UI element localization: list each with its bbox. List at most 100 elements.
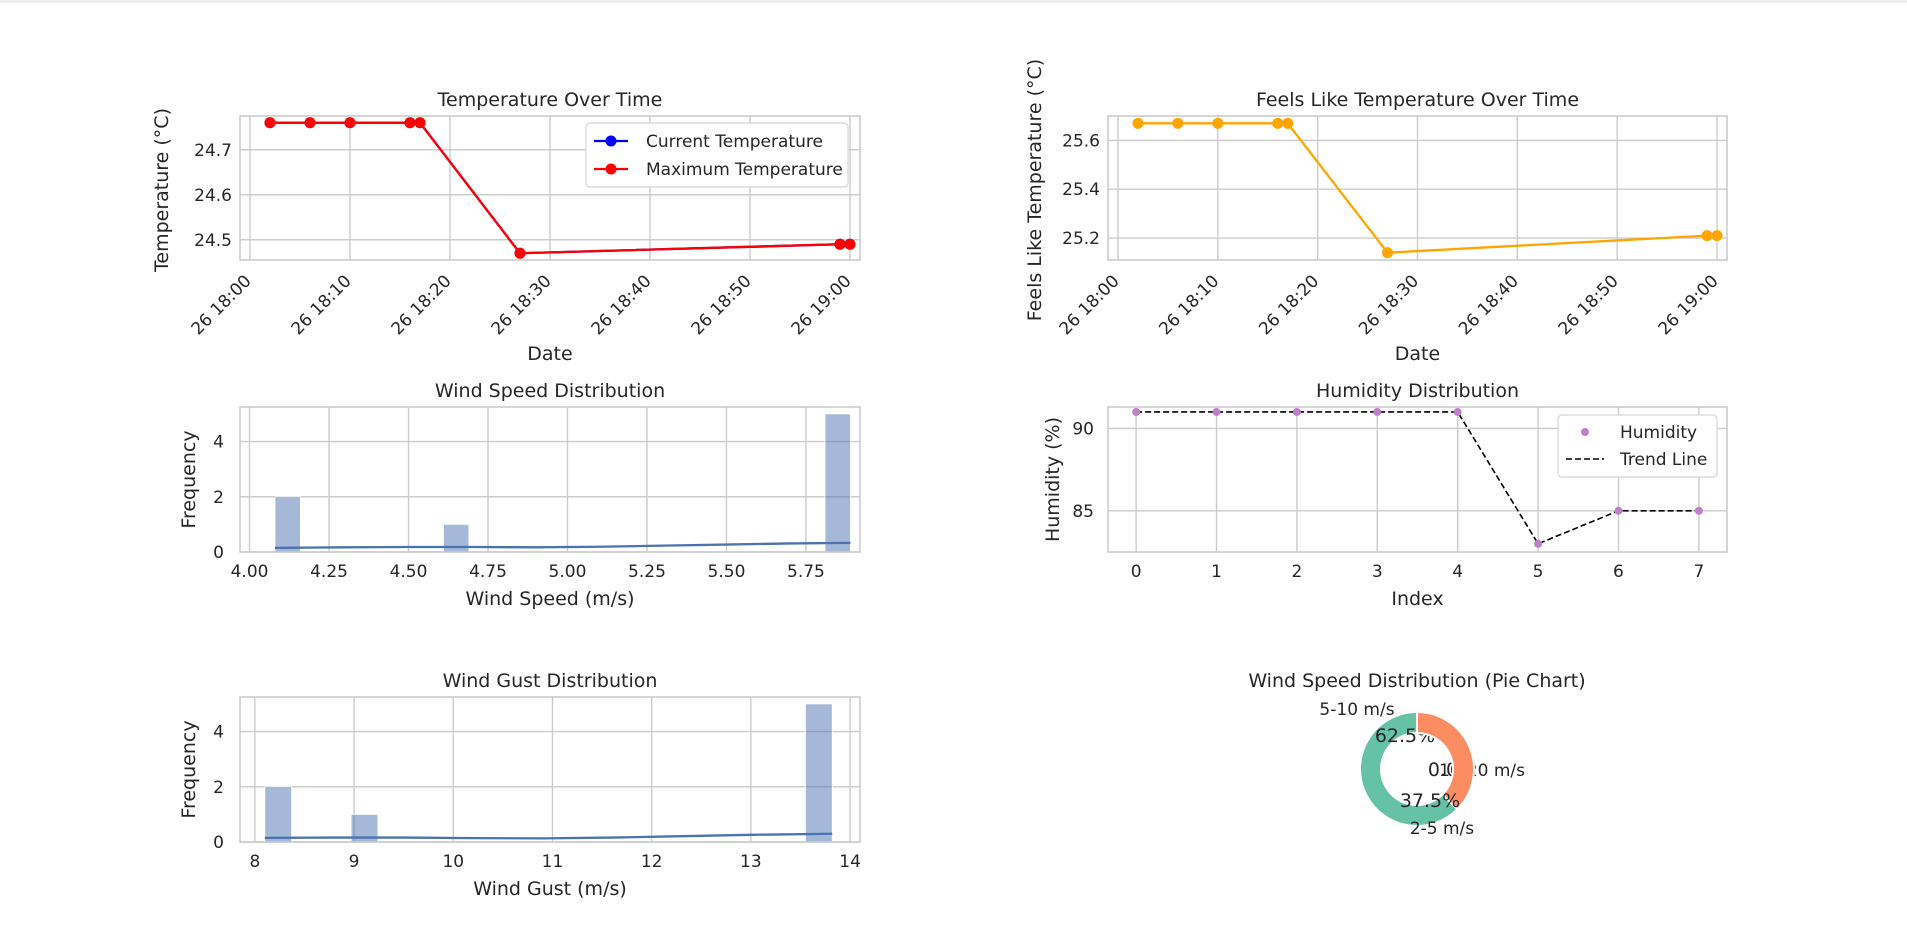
temp-chart-legend-marker	[605, 135, 617, 147]
feels-chart-xlabel: Date	[1395, 343, 1440, 365]
temp-chart-data-point	[834, 238, 846, 250]
wind-speed-hist-plot-border	[239, 406, 861, 553]
temp-chart-data-point	[844, 238, 856, 250]
wind-speed-hist-xtick-label: 4.00	[231, 562, 269, 582]
humidity-chart-data-point	[1453, 407, 1462, 416]
wind-gust-hist-xtick-label: 13	[740, 852, 762, 872]
humidity-chart-xtick-label: 0	[1131, 562, 1142, 582]
wind-speed-hist-ytick-label: 0	[213, 543, 224, 563]
temp-chart-data-point	[344, 117, 356, 129]
humidity-chart-legend-marker	[1581, 428, 1589, 436]
feels-chart-xtick-label: 26 18:50	[1555, 271, 1623, 339]
wind-gust-hist-ytick-label: 2	[213, 778, 224, 798]
wind-gust-hist-xtick-label: 8	[249, 852, 260, 872]
temp-chart-legend-label: Maximum Temperature	[646, 160, 843, 180]
temp-chart-xtick-label: 26 18:30	[488, 271, 556, 339]
feels-chart-ytick-label: 25.2	[1062, 229, 1100, 249]
humidity-chart-xtick-label: 4	[1452, 562, 1463, 582]
humidity-chart-xtick-label: 2	[1292, 562, 1303, 582]
humidity-chart-data-point	[1292, 407, 1301, 416]
feels-chart-data-point	[1711, 230, 1723, 242]
feels-chart-data-point	[1282, 117, 1294, 129]
humidity-chart-data-point	[1373, 407, 1382, 416]
temp-chart-xtick-label: 26 19:00	[788, 271, 856, 339]
feels-chart-data-point	[1272, 117, 1284, 129]
wind-gust-hist-xlabel: Wind Gust (m/s)	[473, 878, 627, 900]
wind-speed-hist-xtick-label: 4.50	[390, 562, 428, 582]
temp-chart-title: Temperature Over Time	[437, 89, 663, 111]
temp-chart-xlabel: Date	[527, 343, 572, 365]
temp-chart-xtick-label: 26 18:40	[588, 271, 656, 339]
wind-gust-hist-kde-line	[264, 832, 833, 840]
humidity-chart-legend-label: Humidity	[1620, 423, 1697, 443]
feels-chart-data-point	[1701, 230, 1713, 242]
wind-pie-slice-label: 2-5 m/s	[1410, 819, 1474, 839]
humidity-chart-xtick-label: 6	[1613, 562, 1624, 582]
humidity-chart-xtick-label: 1	[1211, 562, 1222, 582]
wind-pie-title: Wind Speed Distribution (Pie Chart)	[1248, 670, 1585, 692]
temp-chart-legend-marker	[605, 163, 617, 175]
page-top-rule	[0, 0, 1907, 3]
temp-chart-data-point	[264, 117, 276, 129]
humidity-chart-ylabel: Humidity (%)	[1042, 417, 1064, 542]
feels-chart-data-point	[1172, 117, 1184, 129]
wind-gust-hist-ylabel: Frequency	[178, 720, 200, 818]
humidity-chart-xtick-label: 3	[1372, 562, 1383, 582]
feels-chart-data-point	[1382, 247, 1394, 259]
humidity-chart-ytick-label: 85	[1072, 502, 1094, 522]
wind-speed-hist-ylabel: Frequency	[178, 430, 200, 528]
humidity-chart-legend	[1557, 414, 1718, 478]
wind-gust-hist-xtick-label: 9	[349, 852, 360, 872]
humidity-chart-trend-line	[1136, 411, 1699, 545]
wind-speed-hist-xtick-label: 4.25	[310, 562, 348, 582]
wind-gust-hist-plot-border	[239, 696, 861, 843]
humidity-chart-data-point	[1132, 407, 1141, 416]
wind-speed-hist-bar	[274, 496, 301, 553]
wind-speed-hist-xlabel: Wind Speed (m/s)	[465, 588, 634, 610]
temp-chart-xtick-label: 26 18:00	[188, 271, 256, 339]
temp-chart-ytick-label: 24.5	[194, 231, 232, 251]
temp-chart-legend	[585, 122, 849, 188]
humidity-chart-plot-border	[1107, 406, 1728, 553]
humidity-chart-ytick-label: 90	[1072, 419, 1094, 439]
humidity-chart-data-point	[1212, 407, 1221, 416]
feels-chart-ytick-label: 25.6	[1062, 131, 1100, 151]
wind-gust-hist-ytick-label: 0	[213, 833, 224, 853]
feels-chart-xtick-label: 26 18:30	[1355, 271, 1423, 339]
temp-chart-legend-label: Current Temperature	[646, 132, 823, 152]
feels-chart-plot-border	[1107, 115, 1728, 261]
wind-gust-hist-plot-bg	[240, 697, 860, 842]
wind-gust-hist-xtick-label: 14	[839, 852, 861, 872]
temp-chart-data-point	[514, 247, 526, 259]
wind-gust-hist-bar	[805, 703, 833, 843]
temp-chart-xtick-label: 26 18:20	[388, 271, 456, 339]
wind-pie-slice	[1416, 710, 1475, 811]
humidity-chart-data-point	[1614, 506, 1623, 515]
wind-speed-hist-title: Wind Speed Distribution	[435, 380, 665, 402]
wind-gust-hist-xtick-label: 11	[542, 852, 564, 872]
humidity-chart-legend-label: Trend Line	[1619, 450, 1707, 470]
wind-speed-hist-xtick-label: 5.25	[628, 562, 666, 582]
wind-pie-slice-label: 5-10 m/s	[1319, 700, 1394, 720]
feels-chart-data-point	[1212, 117, 1224, 129]
wind-speed-hist-xtick-label: 5.50	[708, 562, 746, 582]
humidity-chart-xlabel: Index	[1391, 588, 1443, 610]
feels-chart-ytick-label: 25.4	[1062, 180, 1100, 200]
feels-chart-xtick-label: 26 18:40	[1455, 271, 1523, 339]
wind-speed-hist-xtick-label: 5.00	[549, 562, 587, 582]
temp-chart-ytick-label: 24.7	[194, 141, 232, 161]
humidity-chart-xtick-label: 5	[1533, 562, 1544, 582]
feels-chart-xtick-label: 26 18:00	[1056, 271, 1124, 339]
temp-chart-xtick-label: 26 18:50	[688, 271, 756, 339]
temp-chart-xtick-label: 26 18:10	[288, 271, 356, 339]
temp-chart-data-point	[304, 117, 316, 129]
wind-speed-hist-ytick-label: 2	[213, 488, 224, 508]
wind-speed-hist-plot-bg	[240, 407, 860, 552]
wind-gust-hist-title: Wind Gust Distribution	[443, 670, 658, 692]
wind-gust-hist-xtick-label: 10	[442, 852, 464, 872]
wind-pie-slice	[1359, 710, 1459, 827]
humidity-chart-xtick-label: 7	[1693, 562, 1704, 582]
temp-chart-ytick-label: 24.6	[194, 186, 232, 206]
feels-chart-xtick-label: 26 18:20	[1255, 271, 1323, 339]
wind-gust-hist-ytick-label: 4	[213, 723, 224, 743]
